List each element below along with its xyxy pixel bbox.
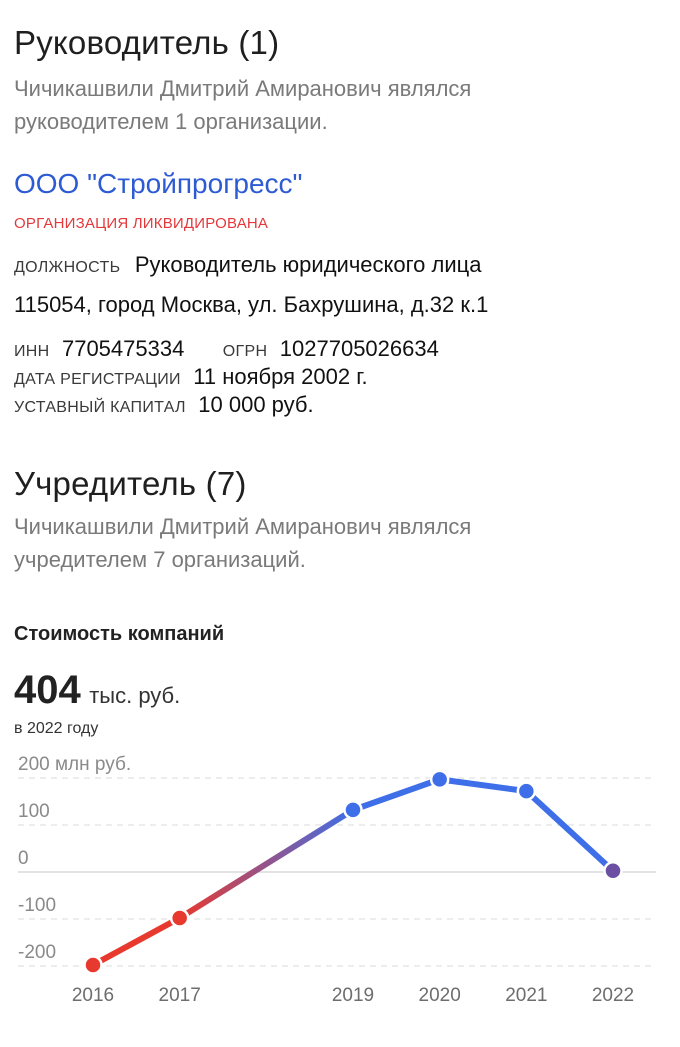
company-address: 115054, город Москва, ул. Бахрушина, д.3… (14, 292, 489, 317)
capital-row: УСТАВНЫЙ КАПИТАЛ 10 000 руб. (14, 392, 314, 418)
data-point[interactable] (83, 955, 103, 975)
y-tick-label: -100 (18, 895, 56, 916)
series-line-segment (523, 788, 616, 874)
y-tick-label: -200 (18, 942, 56, 963)
data-point[interactable] (429, 769, 450, 790)
series-line-segment (350, 776, 443, 813)
company-link[interactable]: ООО "Стройпрогресс" (14, 168, 303, 199)
ogrn-label: ОГРН (222, 343, 268, 360)
founder-section: Учредитель (7) (14, 465, 666, 503)
reg-date-value: 11 ноября 2002 г. (193, 364, 368, 389)
company-value-note: в 2022 году (14, 720, 99, 737)
y-tick-label: 0 (18, 848, 29, 869)
capital-value: 10 000 руб. (198, 392, 314, 417)
founder-description: Чичикашвили Дмитрий Амиранович являлся у… (14, 514, 472, 572)
inn-label: ИНН (14, 343, 50, 360)
company-value-title: Стоимость компаний (14, 623, 225, 645)
x-tick-label: 2016 (72, 985, 114, 1006)
company-value-unit: тыс. руб. (89, 683, 181, 708)
series-line-segment (90, 915, 183, 968)
reg-date-row: ДАТА РЕГИСТРАЦИИ 11 ноября 2002 г. (14, 364, 368, 390)
inn-value: 7705475334 (61, 336, 185, 361)
company-value-amount-row: 404 тыс. руб. (14, 668, 180, 713)
position-value: Руководитель юридического лица (134, 252, 482, 277)
position-row: ДОЛЖНОСТЬ Руководитель юридического лица (14, 252, 481, 278)
position-label: ДОЛЖНОСТЬ (14, 259, 121, 276)
reg-date-label: ДАТА РЕГИСТРАЦИИ (14, 371, 181, 388)
director-section: Руководитель (1) (14, 24, 666, 62)
x-tick-label: 2019 (332, 985, 374, 1006)
founder-heading: Учредитель (7) (14, 465, 247, 502)
series-line-segment (436, 776, 530, 795)
capital-label: УСТАВНЫЙ КАПИТАЛ (14, 399, 186, 416)
x-tick-label: 2020 (419, 985, 461, 1006)
company-value-chart: 200 млн руб. 100 0 -100 -200 2016 2017 2019 202… (18, 754, 656, 1006)
director-description: Чичикашвили Дмитрий Амиранович являлся р… (14, 76, 472, 134)
data-point[interactable] (343, 800, 363, 820)
y-tick-label: 100 (18, 801, 50, 822)
company-status-badge: ОРГАНИЗАЦИЯ ЛИКВИДИРОВАНА (14, 215, 269, 232)
data-point[interactable] (169, 908, 190, 928)
x-tick-label: 2021 (505, 985, 547, 1006)
data-point[interactable] (603, 861, 623, 881)
ids-row: ИНН 7705475334 ОГРН 1027705026634 (14, 336, 439, 362)
company-value-amount: 404 (14, 668, 81, 712)
series-line-segment (176, 806, 356, 921)
x-tick-label: 2022 (592, 985, 634, 1006)
director-heading: Руководитель (1) (14, 24, 280, 61)
ogrn-value: 1027705026634 (279, 336, 439, 361)
y-tick-label: 200 млн руб. (18, 754, 131, 775)
data-point[interactable] (516, 781, 537, 801)
x-tick-label: 2017 (159, 985, 201, 1006)
